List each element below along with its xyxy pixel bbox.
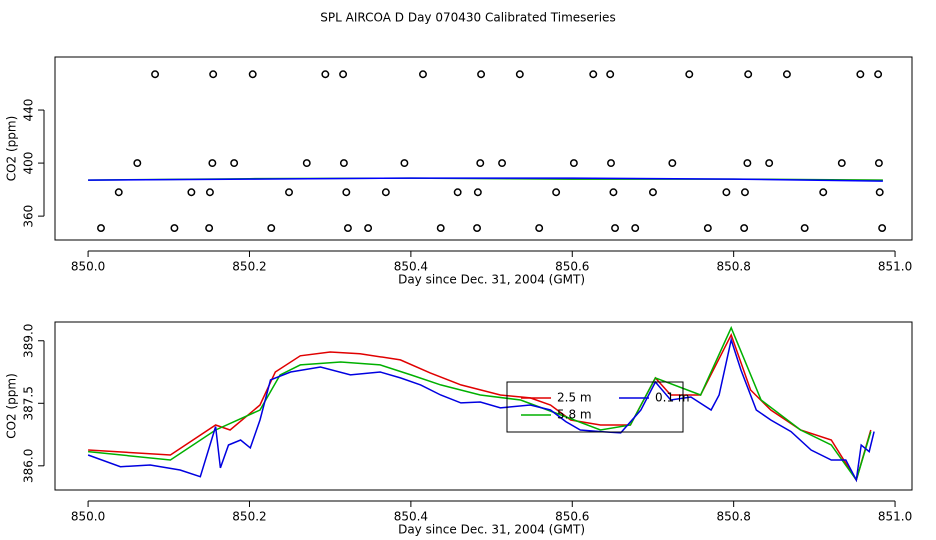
x-tick-label: 850.4 [394, 510, 428, 524]
x-tick-label: 850.2 [232, 510, 266, 524]
point [782, 70, 791, 79]
point [874, 159, 883, 168]
point [535, 224, 544, 233]
x-tick-label: 851.0 [878, 260, 912, 274]
point [515, 70, 524, 79]
point [722, 188, 731, 197]
point [837, 159, 846, 168]
point [875, 188, 884, 197]
x-tick-label: 850.4 [394, 260, 428, 274]
point [321, 70, 330, 79]
series-line [87, 337, 875, 483]
point [819, 188, 828, 197]
point [649, 188, 657, 197]
point [498, 159, 507, 168]
point [476, 159, 485, 168]
x-tick-label: 850.8 [716, 510, 750, 524]
point [436, 224, 445, 233]
point [856, 70, 865, 79]
point [744, 70, 753, 79]
point [208, 159, 217, 168]
point [800, 224, 809, 233]
point [874, 70, 883, 79]
legend-label: 2.5 m [557, 391, 592, 405]
point [114, 188, 123, 197]
point [209, 70, 218, 79]
point [589, 70, 598, 79]
point [569, 159, 578, 168]
point [606, 70, 615, 79]
point [703, 224, 712, 233]
point [611, 224, 619, 233]
point [133, 159, 142, 168]
y-tick-label: 360 [22, 205, 36, 228]
point [765, 159, 774, 168]
x-tick-label: 850.0 [71, 510, 105, 524]
point [151, 70, 160, 79]
point [343, 224, 352, 233]
x-tick-label: 850.8 [716, 260, 750, 274]
point [740, 224, 749, 233]
x-tick-label: 850.6 [555, 510, 589, 524]
point [97, 224, 105, 233]
y-tick-label: 440 [22, 99, 36, 122]
point [342, 188, 351, 197]
trend-line [88, 177, 883, 182]
chart-title: SPL AIRCOA D Day 070430 Calibrated Times… [320, 11, 615, 25]
legend-label: 5.8 m [557, 408, 592, 422]
point [473, 224, 481, 233]
y-axis-label: CO2 (ppm) [5, 116, 19, 182]
point [364, 224, 373, 233]
point [453, 188, 462, 197]
point [607, 159, 615, 168]
point [170, 224, 179, 233]
y-tick-label: 400 [22, 152, 36, 175]
point [187, 188, 196, 197]
x-tick-label: 850.2 [232, 260, 266, 274]
point [477, 70, 486, 79]
x-axis-label: Day since Dec. 31, 2004 (GMT) [398, 523, 585, 537]
x-axis-label: Day since Dec. 31, 2004 (GMT) [398, 273, 585, 287]
legend-box [506, 381, 684, 433]
legend-label: 0.1 m [655, 391, 690, 405]
point [381, 188, 390, 197]
point [741, 188, 749, 197]
point [552, 188, 561, 197]
x-tick-label: 850.6 [555, 260, 589, 274]
y-tick-label: 389.0 [22, 324, 36, 358]
point [205, 224, 214, 233]
point [668, 159, 677, 168]
point [685, 70, 694, 79]
x-tick-label: 851.0 [878, 510, 912, 524]
point [339, 70, 348, 79]
y-tick-label: 386.0 [22, 449, 36, 483]
point [743, 159, 752, 168]
point [609, 188, 618, 197]
y-axis-label: CO2 (ppm) [5, 373, 19, 439]
point [205, 188, 214, 197]
point [248, 70, 257, 79]
point [419, 70, 427, 79]
x-tick-label: 850.0 [71, 260, 105, 274]
plot-frame [54, 56, 913, 241]
plot-frame [54, 321, 913, 491]
point [267, 224, 276, 233]
point [339, 159, 348, 168]
point [400, 159, 409, 168]
point [302, 159, 311, 168]
point [878, 224, 887, 233]
point [230, 159, 239, 168]
point [285, 188, 293, 197]
series-line [88, 325, 872, 482]
point [631, 224, 640, 233]
point [473, 188, 482, 197]
y-tick-label: 387.5 [22, 386, 36, 420]
